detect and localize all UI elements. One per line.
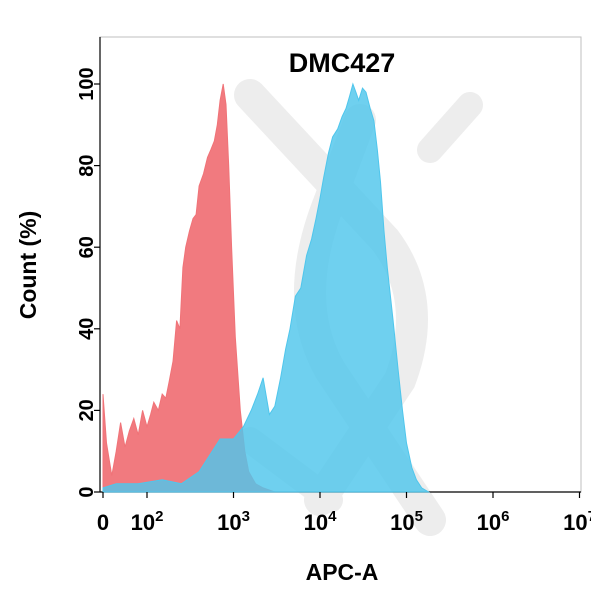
x-tick-label: 104 (304, 508, 337, 535)
histogram-series-1 (102, 83, 275, 493)
ticks-layer: 0204060801000102103104105106107108 (76, 67, 591, 535)
x-tick-label: 106 (477, 508, 510, 535)
y-tick-label: 100 (76, 67, 98, 100)
x-tick-label: 0 (97, 510, 109, 535)
y-tick-label: 80 (76, 154, 98, 176)
x-tick-label: 107 (563, 508, 591, 535)
y-tick-label: 60 (76, 236, 98, 258)
x-tick-label: 105 (390, 508, 423, 535)
chart-title: DMC427 (289, 48, 396, 78)
x-tick-label: 102 (131, 508, 164, 535)
y-tick-label: 40 (76, 318, 98, 340)
y-tick-label: 0 (76, 486, 98, 497)
y-axis-title: Count (%) (15, 211, 41, 320)
histogram-series-2 (102, 82, 431, 493)
y-tick-label: 20 (76, 399, 98, 421)
x-axis-title: APC-A (306, 559, 379, 585)
series-layer (102, 82, 431, 493)
x-tick-label: 103 (217, 508, 250, 535)
